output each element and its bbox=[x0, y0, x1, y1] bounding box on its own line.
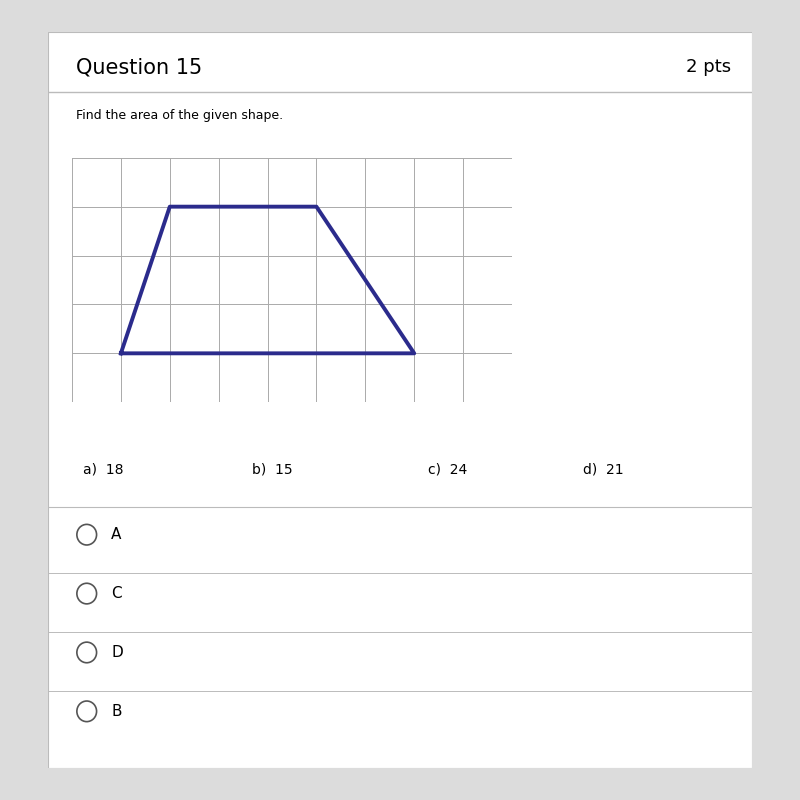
Text: A: A bbox=[111, 527, 122, 542]
Text: b)  15: b) 15 bbox=[252, 462, 293, 477]
Text: C: C bbox=[111, 586, 122, 601]
Text: D: D bbox=[111, 645, 123, 660]
Text: d)  21: d) 21 bbox=[583, 462, 624, 477]
Text: B: B bbox=[111, 704, 122, 719]
Text: Find the area of the given shape.: Find the area of the given shape. bbox=[76, 110, 283, 122]
Text: a)  18: a) 18 bbox=[83, 462, 124, 477]
Text: c)  24: c) 24 bbox=[428, 462, 467, 477]
Text: Question 15: Question 15 bbox=[76, 58, 202, 78]
Text: 2 pts: 2 pts bbox=[686, 58, 731, 76]
